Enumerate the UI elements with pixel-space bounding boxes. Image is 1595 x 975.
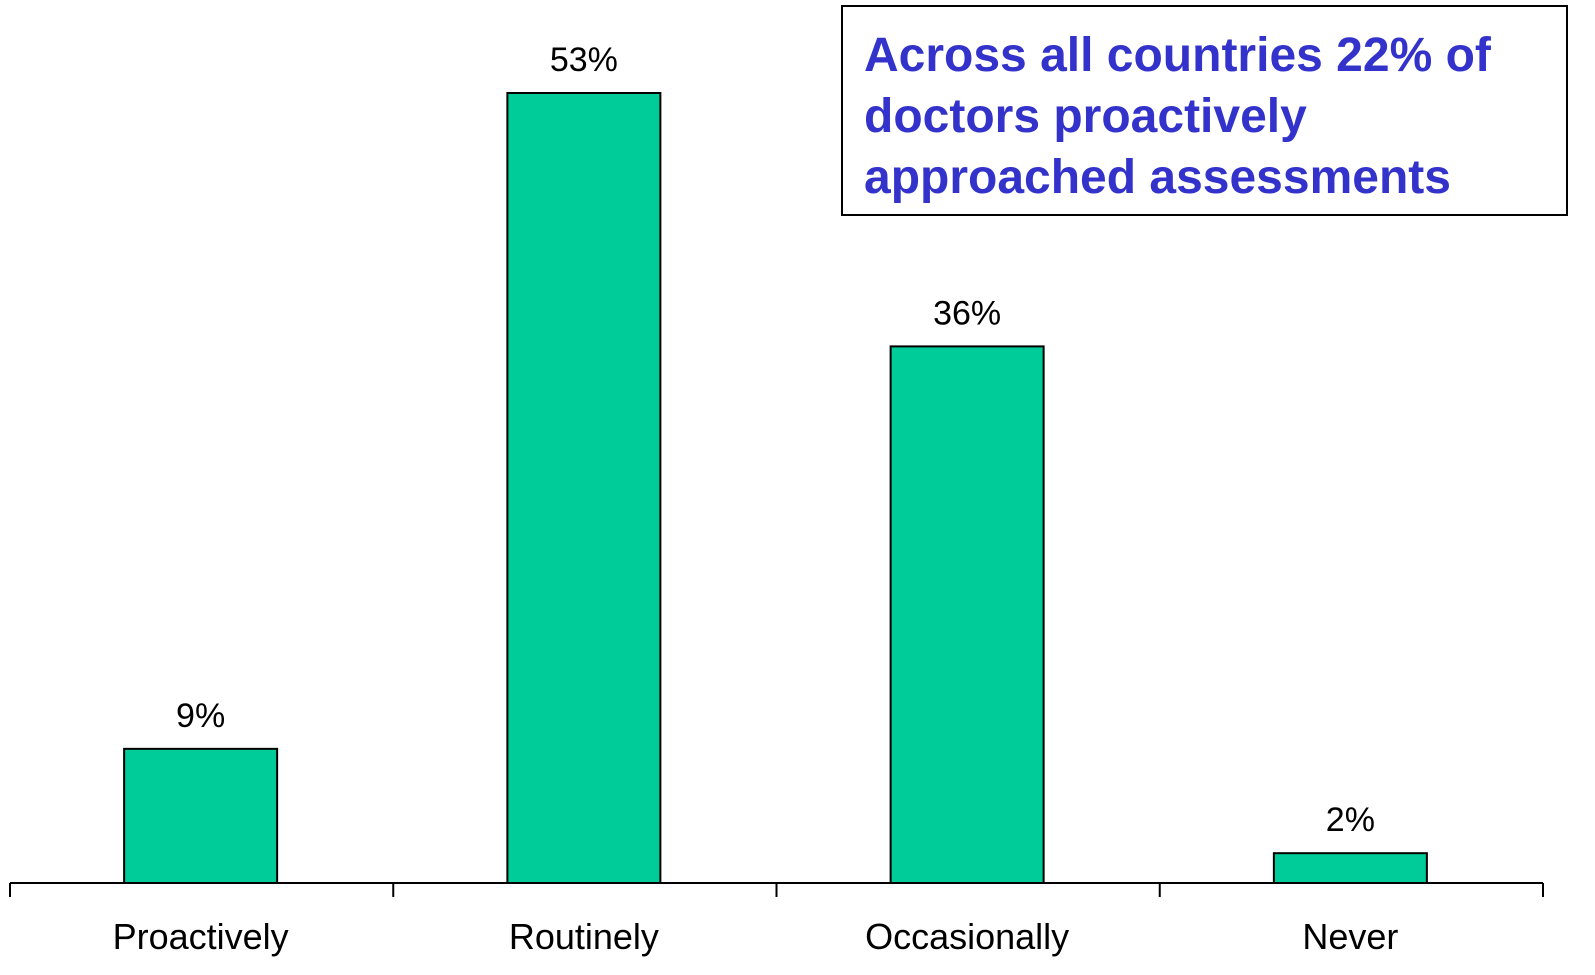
bar-proactively bbox=[123, 747, 279, 884]
category-label-routinely: Routinely bbox=[509, 916, 659, 957]
category-label-never: Never bbox=[1302, 916, 1398, 957]
value-label-occasionally: 36% bbox=[933, 294, 1001, 332]
bar-occasionally bbox=[889, 345, 1045, 884]
annotation-text: Across all countries 22% of doctors proa… bbox=[864, 29, 1491, 204]
value-label-never: 2% bbox=[1326, 801, 1375, 839]
value-label-routinely: 53% bbox=[550, 41, 618, 79]
bar-routinely bbox=[506, 92, 662, 884]
category-label-occasionally: Occasionally bbox=[865, 916, 1069, 957]
annotation-box: Across all countries 22% of doctors proa… bbox=[841, 5, 1568, 216]
value-label-proactively: 9% bbox=[176, 697, 225, 735]
category-label-proactively: Proactively bbox=[113, 916, 289, 957]
bar-never bbox=[1272, 852, 1428, 884]
